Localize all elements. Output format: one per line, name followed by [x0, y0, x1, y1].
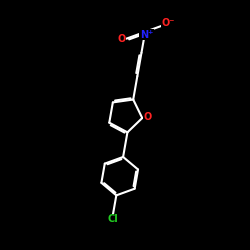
Text: N⁺: N⁺	[140, 30, 153, 40]
Text: O: O	[118, 34, 126, 44]
Text: Cl: Cl	[107, 214, 118, 224]
Text: O: O	[144, 112, 152, 122]
Text: O⁻: O⁻	[162, 18, 175, 28]
